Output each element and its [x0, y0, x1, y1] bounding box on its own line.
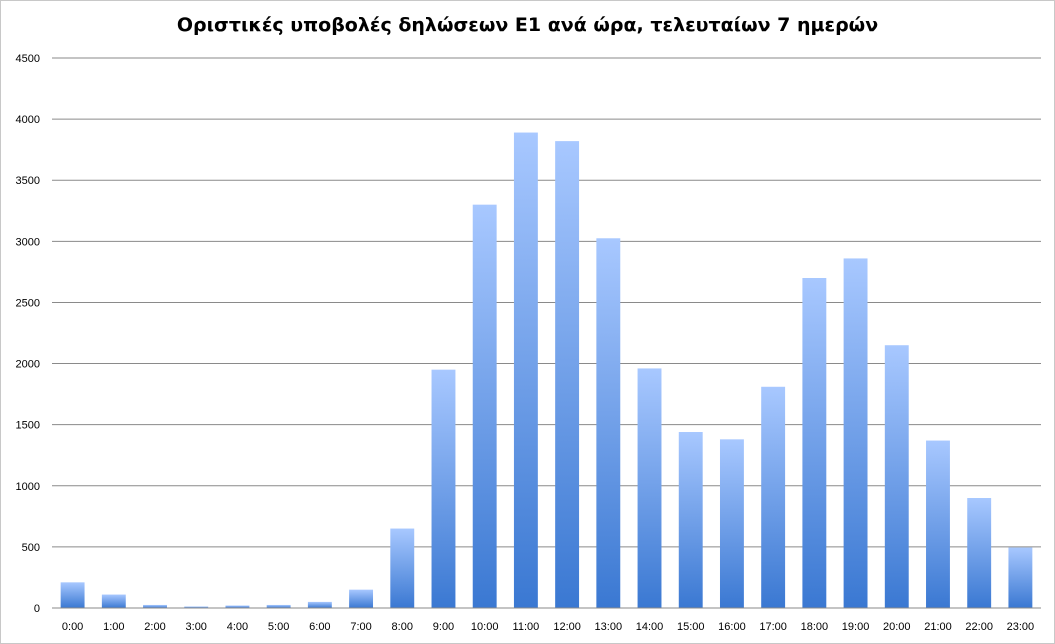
bar: [884, 345, 909, 608]
gridlines: [52, 57, 1041, 548]
y-tick-labels: 0 500 1000 1500 2000 2500 3000 3500 4000 4500: [16, 53, 40, 615]
bar: [513, 132, 538, 609]
bar: [678, 432, 703, 608]
x-tick-label: 9:00: [433, 621, 454, 633]
y-tick-label: 500: [22, 542, 40, 554]
y-tick-label: 2500: [16, 297, 40, 309]
y-tick-label: 4500: [16, 53, 40, 65]
bar: [143, 604, 167, 608]
bar: [60, 582, 85, 608]
bar: [555, 141, 580, 608]
x-tick-label: 6:00: [309, 621, 330, 633]
bar: [719, 439, 744, 608]
y-tick-label: 0: [34, 603, 40, 615]
x-tick-label: 5:00: [268, 621, 289, 633]
x-tick-label: 21:00: [924, 621, 952, 633]
x-tick-label: 19:00: [842, 621, 870, 633]
bar: [349, 589, 374, 608]
x-tick-label: 15:00: [677, 621, 705, 633]
bar: [596, 238, 621, 608]
x-tick-labels: 0:00 1:00 2:00 3:00 4:00 5:00 6:00 7:00 8:00 9:00…: [62, 621, 1034, 633]
bar: [431, 369, 456, 608]
x-tick-label: 18:00: [801, 621, 829, 633]
bar: [472, 204, 497, 608]
x-tick-label: 11:00: [513, 621, 540, 633]
bar: [843, 258, 868, 608]
x-tick-label: 17:00: [759, 621, 787, 633]
bars: [60, 132, 1033, 609]
y-tick-label: 3500: [16, 175, 40, 187]
bar: [761, 386, 786, 608]
x-tick-label: 3:00: [186, 621, 207, 633]
x-tick-label: 8:00: [392, 621, 413, 633]
bar: [101, 594, 126, 608]
x-tick-label: 13:00: [595, 621, 623, 633]
x-tick-label: 2:00: [144, 621, 165, 633]
bar: [802, 278, 827, 608]
x-tick-label: 22:00: [965, 621, 993, 633]
x-tick-label: 23:00: [1007, 621, 1035, 633]
y-tick-label: 2000: [16, 359, 40, 371]
bar: [266, 604, 291, 608]
x-tick-label: 1:00: [103, 621, 124, 633]
bar: [1008, 547, 1033, 608]
y-tick-label: 1500: [16, 420, 40, 432]
x-tick-label: 12:00: [553, 621, 581, 633]
bar: [225, 605, 250, 608]
bar: [184, 606, 209, 608]
chart-title: Οριστικές υποβολές δηλώσεων Ε1 ανά ώρα, …: [176, 14, 879, 36]
x-tick-label: 0:00: [62, 621, 83, 633]
y-tick-label: 4000: [16, 114, 40, 126]
x-tick-label: 10:00: [471, 621, 499, 633]
x-tick-label: 7:00: [350, 621, 371, 633]
bar: [637, 368, 662, 608]
bar: [307, 601, 332, 608]
x-tick-label: 4:00: [227, 621, 248, 633]
bar: [926, 440, 950, 608]
bar: [390, 528, 415, 608]
y-tick-label: 1000: [16, 481, 40, 493]
bar: [967, 498, 992, 608]
x-tick-label: 14:00: [636, 621, 664, 633]
x-tick-label: 20:00: [883, 621, 911, 633]
x-tick-label: 16:00: [718, 621, 746, 633]
y-tick-label: 3000: [16, 236, 40, 248]
